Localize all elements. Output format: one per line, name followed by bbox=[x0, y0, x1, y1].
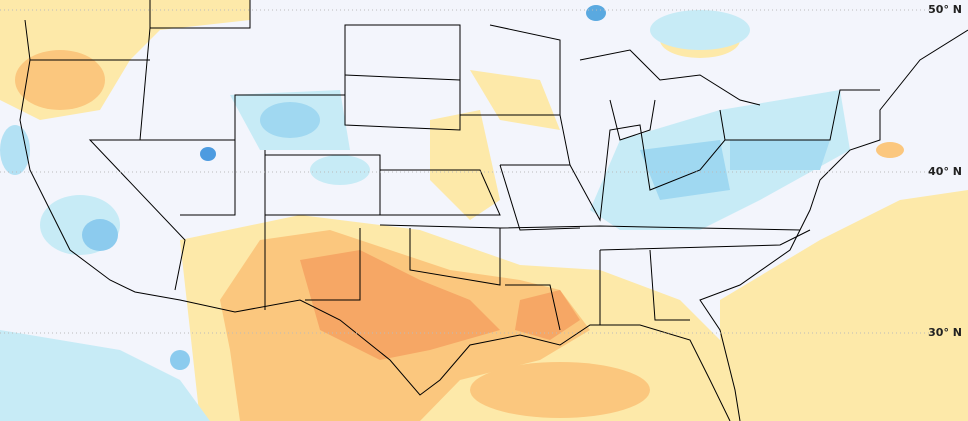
graticule bbox=[0, 9, 930, 334]
map-borders bbox=[19, 0, 968, 421]
latitude-label: 40° N bbox=[928, 165, 962, 178]
latitude-label: 50° N bbox=[928, 3, 962, 16]
latitude-label: 30° N bbox=[928, 326, 962, 339]
